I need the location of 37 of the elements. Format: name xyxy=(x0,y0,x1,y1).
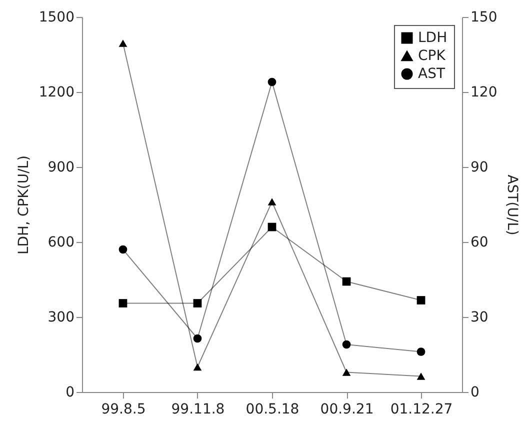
y-tick-label: 900 xyxy=(48,160,74,176)
legend-label: CPK xyxy=(418,48,446,64)
point xyxy=(416,296,426,304)
legend-label: AST xyxy=(418,66,446,82)
x-tick-label: 00.5.18 xyxy=(246,402,300,418)
point xyxy=(268,222,276,232)
y2-tick-label: 30 xyxy=(470,310,488,326)
point xyxy=(118,245,128,254)
x-tick-label: 01.12.27 xyxy=(390,402,453,418)
point xyxy=(342,340,351,349)
x-tick-label: 99.11.8 xyxy=(171,402,225,418)
point xyxy=(342,368,351,376)
point xyxy=(416,348,426,356)
point xyxy=(416,372,426,380)
point xyxy=(118,40,128,47)
y2-tick-label: 90 xyxy=(470,160,488,176)
point xyxy=(193,334,202,343)
y2-tick-label: 120 xyxy=(470,84,498,100)
y-tick-label: 0 xyxy=(66,384,74,400)
y-axis-title: LDH, CPK(U/L) xyxy=(16,155,32,255)
y-tick-label: 1500 xyxy=(38,10,74,26)
y-tick-label: 1200 xyxy=(38,84,74,100)
point xyxy=(268,198,276,206)
x-tick-label: 00.9.21 xyxy=(320,402,374,418)
y-tick-label: 300 xyxy=(48,310,74,326)
y2-tick-label: 150 xyxy=(470,10,498,26)
legend-label: LDH xyxy=(418,30,448,46)
x-tick-label: 99.8.5 xyxy=(101,402,146,418)
y2-tick-label: 0 xyxy=(470,384,480,400)
point xyxy=(342,277,351,286)
point xyxy=(193,363,202,371)
y2-tick-label: 60 xyxy=(470,234,488,250)
point xyxy=(193,299,202,308)
point xyxy=(268,78,276,86)
point xyxy=(118,299,128,308)
y-tick-label: 600 xyxy=(48,234,74,250)
y2-axis-title: AST(U/L) xyxy=(504,174,520,236)
